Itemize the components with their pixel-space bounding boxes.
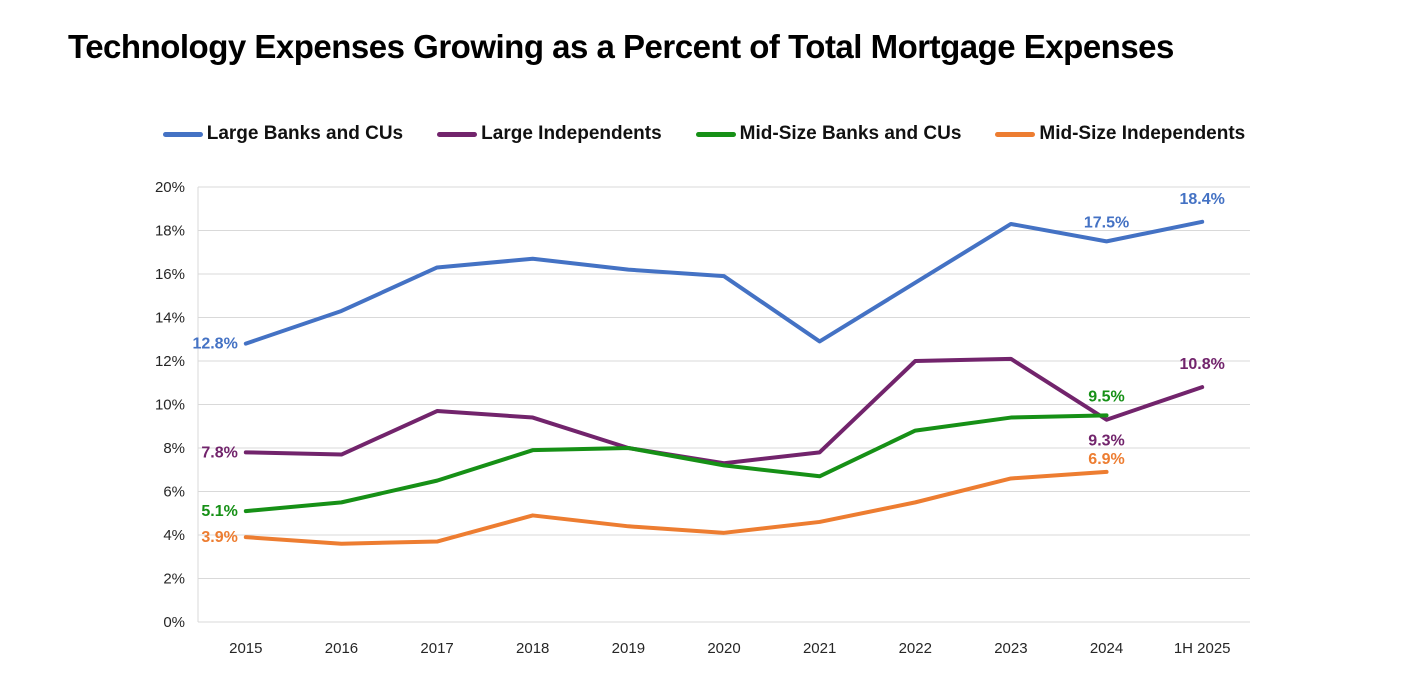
x-axis-tick-label: 2023 bbox=[994, 640, 1027, 657]
series-line-mid-size-independents bbox=[243, 469, 1109, 546]
y-axis-tick-label: 10% bbox=[155, 397, 185, 414]
y-axis-tick-label: 4% bbox=[163, 527, 185, 544]
series-line-large-independents bbox=[243, 356, 1205, 466]
x-axis-tick-label: 1H 2025 bbox=[1174, 640, 1231, 657]
data-label: 7.8% bbox=[201, 444, 237, 461]
data-label: 18.4% bbox=[1179, 191, 1224, 208]
series-line-mid-size-banks-and-cus bbox=[243, 413, 1109, 514]
x-axis-tick-label: 2019 bbox=[612, 640, 645, 657]
y-axis-tick-label: 2% bbox=[163, 571, 185, 588]
y-axis-tick-label: 12% bbox=[155, 353, 185, 370]
page-title: Technology Expenses Growing as a Percent… bbox=[68, 28, 1174, 65]
legend-swatch bbox=[995, 131, 1036, 137]
x-axis-tick-label: 2018 bbox=[516, 640, 549, 657]
data-label: 6.9% bbox=[1088, 451, 1124, 468]
x-axis-tick-label: 2016 bbox=[325, 640, 358, 657]
y-axis-tick-label: 18% bbox=[155, 223, 185, 240]
data-label: 12.8% bbox=[192, 336, 237, 353]
legend-item-large-banks-and-cus: Large Banks and CUs bbox=[162, 123, 404, 145]
y-axis-tick-label: 0% bbox=[163, 614, 185, 631]
legend-item-mid-size-independents: Mid-Size Independents bbox=[995, 123, 1245, 145]
legend-label: Mid-Size Independents bbox=[1039, 123, 1246, 144]
legend-swatch bbox=[695, 131, 736, 137]
data-label: 17.5% bbox=[1084, 214, 1129, 231]
legend-item-mid-size-banks-and-cus: Mid-Size Banks and CUs bbox=[695, 123, 962, 145]
data-label: 9.3% bbox=[1088, 433, 1124, 450]
series-line-large-banks-and-cus bbox=[243, 219, 1205, 346]
data-label: 5.1% bbox=[201, 503, 237, 520]
y-axis-tick-label: 6% bbox=[163, 484, 185, 501]
x-axis-tick-label: 2015 bbox=[229, 640, 262, 657]
x-axis-tick-label: 2021 bbox=[803, 640, 836, 657]
chart-legend: Large Banks and CUs Large Independents Mid… bbox=[0, 123, 1408, 145]
y-axis-tick-label: 20% bbox=[155, 179, 185, 196]
x-axis-tick-label: 2017 bbox=[420, 640, 453, 657]
x-axis-tick-label: 2022 bbox=[899, 640, 932, 657]
legend-item-large-independents: Large Independents bbox=[437, 123, 662, 145]
data-label: 3.9% bbox=[201, 529, 237, 546]
data-label: 10.8% bbox=[1179, 356, 1224, 373]
legend-label: Large Banks and CUs bbox=[206, 123, 404, 144]
x-axis-tick-label: 2020 bbox=[707, 640, 740, 657]
legend-swatch bbox=[162, 131, 203, 137]
data-label: 9.5% bbox=[1088, 388, 1124, 405]
legend-label: Large Independents bbox=[481, 123, 662, 144]
y-axis-tick-label: 14% bbox=[155, 310, 185, 327]
x-axis-tick-label: 2024 bbox=[1090, 640, 1123, 657]
legend-swatch bbox=[437, 131, 478, 137]
y-axis-tick-label: 16% bbox=[155, 266, 185, 283]
legend-label: Mid-Size Banks and CUs bbox=[739, 123, 962, 144]
y-axis-tick-label: 8% bbox=[163, 440, 185, 457]
